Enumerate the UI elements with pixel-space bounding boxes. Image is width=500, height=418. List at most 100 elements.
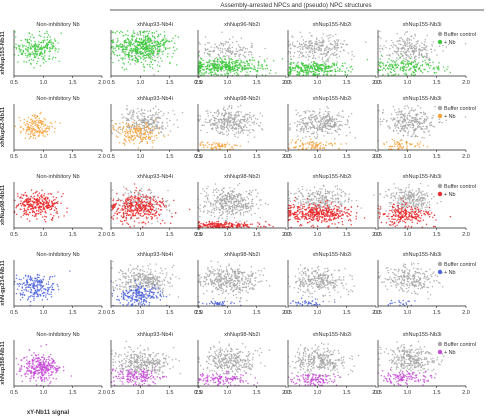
control-point <box>334 129 336 131</box>
control-point <box>223 128 225 130</box>
control-point <box>412 53 415 56</box>
nb-point <box>58 60 60 62</box>
control-point <box>335 118 338 121</box>
control-point <box>238 49 240 52</box>
nb-point <box>226 72 229 74</box>
nb-point <box>112 61 114 64</box>
nb-point <box>210 73 213 76</box>
nb-point <box>27 47 30 49</box>
control-point <box>301 125 303 128</box>
control-point <box>301 127 303 129</box>
nb-point <box>210 68 212 70</box>
control-point <box>237 113 240 115</box>
control-point <box>409 111 411 113</box>
nb-point <box>34 48 37 50</box>
nb-point <box>43 193 46 195</box>
nb-point <box>43 46 46 49</box>
control-point <box>253 123 255 125</box>
control-point <box>399 37 401 39</box>
nb-point <box>25 211 27 214</box>
nb-point <box>35 45 37 48</box>
nb-point <box>389 71 392 73</box>
nb-point <box>307 74 309 76</box>
nb-point <box>209 62 212 65</box>
nb-point <box>324 64 326 66</box>
nb-point <box>134 129 137 131</box>
control-point <box>434 105 436 108</box>
nb-point <box>311 70 314 73</box>
nb-point <box>151 63 154 66</box>
control-point <box>313 131 315 133</box>
control-point <box>255 122 258 125</box>
control-point <box>327 58 330 60</box>
control-point <box>154 105 157 108</box>
nb-point <box>43 201 45 204</box>
control-point <box>249 50 251 53</box>
control-point <box>318 56 320 58</box>
nb-point <box>125 48 127 51</box>
nb-point <box>127 206 129 208</box>
control-point <box>419 126 422 128</box>
control-point <box>423 113 425 115</box>
nb-point <box>159 65 161 68</box>
nb-point <box>41 53 44 55</box>
nb-point <box>166 39 168 42</box>
nb-point <box>34 114 37 117</box>
control-point <box>149 129 152 132</box>
nb-point <box>218 63 221 66</box>
control-point <box>392 118 394 121</box>
control-point <box>401 55 403 58</box>
nb-point <box>432 61 434 63</box>
nb-point <box>214 66 216 68</box>
control-point <box>320 122 322 125</box>
x-tick-label: 1.5 <box>343 154 351 160</box>
nb-point <box>152 67 154 69</box>
nb-point <box>55 201 58 204</box>
control-point <box>304 43 306 45</box>
nb-point <box>266 67 269 70</box>
control-point <box>379 50 382 53</box>
nb-point <box>145 31 147 33</box>
nb-point <box>130 55 133 58</box>
nb-point <box>19 208 21 210</box>
control-point <box>407 45 409 48</box>
nb-point <box>38 41 40 43</box>
nb-point <box>34 46 37 49</box>
nb-point <box>399 56 401 59</box>
nb-point <box>394 63 397 65</box>
control-point <box>307 110 309 112</box>
nb-point <box>406 61 409 63</box>
nb-point <box>55 207 58 210</box>
nb-point <box>252 68 255 70</box>
control-point <box>399 119 401 121</box>
nb-point <box>46 133 49 136</box>
nb-point <box>132 49 135 51</box>
nb-point <box>325 73 328 75</box>
nb-point <box>333 64 336 67</box>
control-point <box>232 36 234 38</box>
nb-point <box>209 60 212 62</box>
nb-point <box>161 51 163 53</box>
nb-point <box>33 134 35 137</box>
x-tick-label: 0.5 <box>374 80 382 86</box>
nb-point <box>222 145 224 148</box>
nb-point <box>121 223 124 225</box>
control-point <box>169 210 171 213</box>
nb-point <box>236 73 239 75</box>
control-point <box>231 41 234 44</box>
control-point <box>237 136 239 138</box>
nb-point <box>27 54 29 57</box>
control-point <box>418 53 421 55</box>
nb-point <box>412 61 415 64</box>
nb-point <box>20 216 22 218</box>
nb-point <box>40 111 42 114</box>
nb-point <box>23 118 25 121</box>
nb-point <box>151 203 154 206</box>
nb-point <box>153 135 156 137</box>
nb-point <box>134 214 137 217</box>
nb-point <box>301 143 304 146</box>
nb-point <box>44 211 47 213</box>
control-point <box>348 126 351 128</box>
control-point <box>199 56 202 59</box>
nb-point <box>239 70 242 73</box>
